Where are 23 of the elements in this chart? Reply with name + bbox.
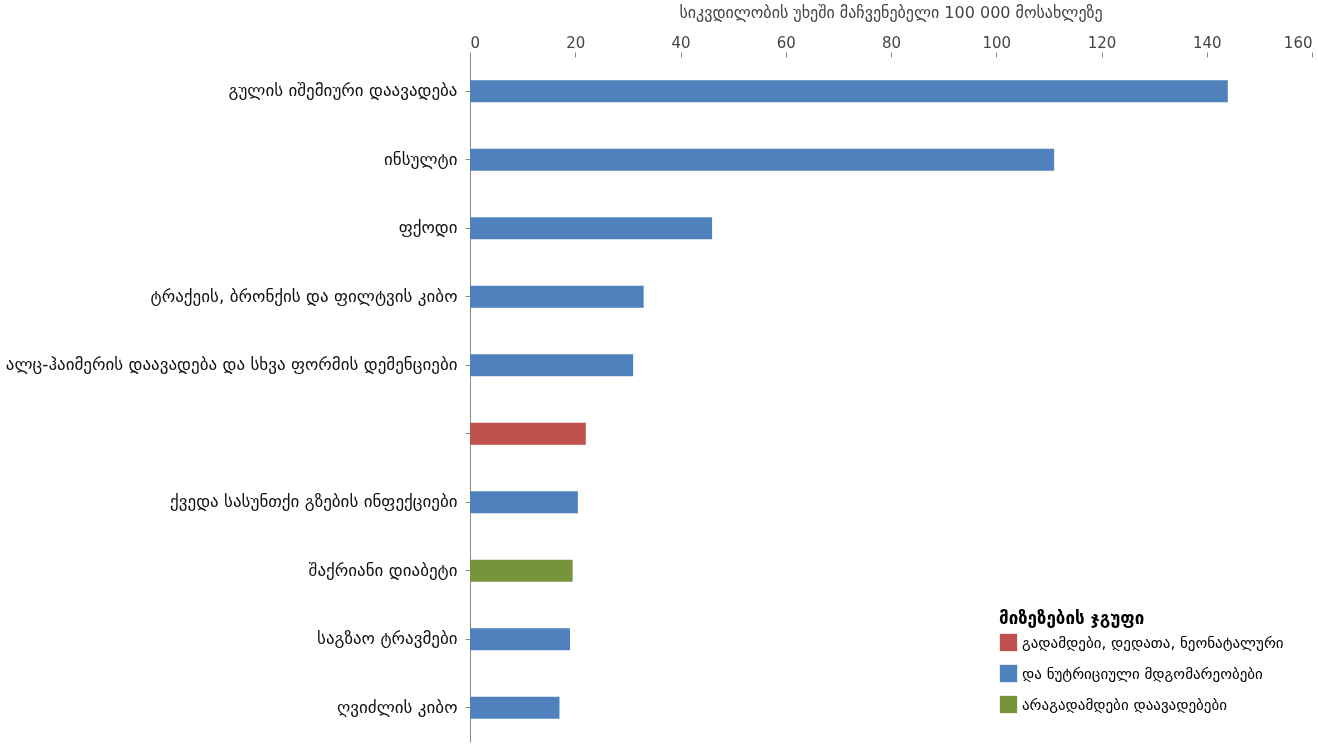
legend-title: მიზეზების ჯგუფი [999, 608, 1145, 628]
x-tick-label: 60 [776, 33, 796, 52]
legend-label: და ნუტრიციული მდგომარეობები [1022, 664, 1264, 683]
x-tick-label: 40 [671, 33, 691, 52]
legend-label: არაგადამდები დაავადებები [1022, 695, 1228, 714]
y-tick-label: გულის იშემიური დაავადება [228, 80, 458, 101]
y-tick-label: საგზაო ტრავმები [317, 628, 458, 649]
y-tick-label: ფქოდი [398, 217, 458, 238]
y-tick-label: ალც-ჰაიმერის დაავადება და სხვა ფორმის დემენციები [5, 354, 458, 375]
y-tick-label: ღვიძლის კიბო [336, 696, 458, 717]
x-tick-label: 100 [982, 33, 1012, 52]
y-tick-label: ქვედა სასუნთქი გზების ინფექციები [170, 491, 458, 512]
x-tick-label: 80 [881, 33, 902, 52]
x-tick-label: 0 [470, 33, 481, 52]
chart-title: სიკვდილობის უხეში მაჩვენებელი 100 000 მოსახლეზე [679, 3, 1103, 22]
legend-label: გადამდები, დედათა, ნეონატალური [1022, 633, 1284, 652]
x-tick-label: 120 [1087, 33, 1117, 52]
y-tick-label: ტრაქეის, ბრონქის და ფილტვის კიბო [150, 285, 458, 306]
x-tick-label: 140 [1192, 33, 1222, 52]
y-tick-label: ინსულტი [384, 148, 458, 169]
x-tick-label: 160 [1283, 33, 1313, 52]
y-tick-label: შაქრიანი დიაბეტი [308, 559, 458, 580]
x-tick-label: 20 [566, 33, 586, 52]
